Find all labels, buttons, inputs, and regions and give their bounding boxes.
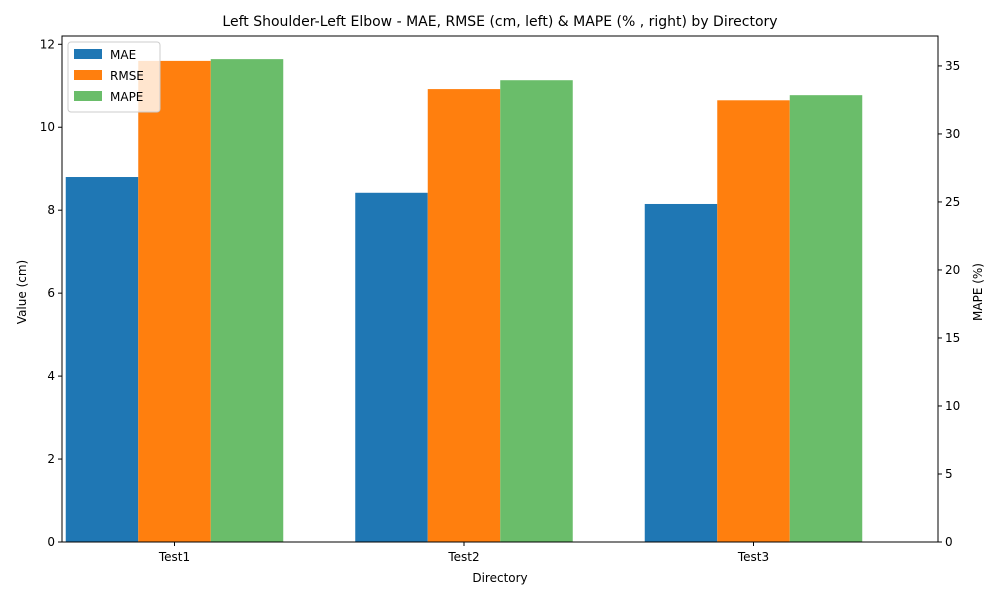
bar-mae-test2: [355, 192, 428, 542]
y-tick-label: 2: [47, 452, 55, 466]
bars-group: [65, 59, 863, 543]
bar-mae-test3: [644, 203, 718, 543]
y2-axis-label: MAPE (%): [971, 263, 985, 321]
legend-swatch-mape: [74, 91, 102, 101]
y-tick-label: 4: [47, 369, 55, 383]
legend-swatch-rmse: [74, 70, 102, 80]
y-tick-label: 0: [47, 535, 55, 549]
bar-mape-test2: [500, 80, 573, 543]
bar-mae-test1: [65, 177, 139, 542]
y2-tick-label: 5: [945, 467, 953, 481]
y-tick-label: 12: [40, 37, 55, 51]
legend: MAE RMSE MAPE: [67, 41, 161, 113]
y-tick-label: 8: [47, 203, 55, 217]
x-tick-label-test1: Test1: [158, 550, 190, 564]
x-axis-label: Directory: [472, 571, 527, 585]
bar-mape-test3: [789, 95, 863, 543]
y2-tick-label: 15: [945, 331, 960, 345]
plot-frame: [61, 35, 939, 543]
x-tick-label-test2: Test2: [447, 550, 479, 564]
y-axis-label: Value (cm): [15, 260, 29, 324]
y-tick-label: 6: [47, 286, 55, 300]
legend-swatch-mae: [74, 49, 102, 59]
legend-label-mape: MAPE: [110, 90, 143, 104]
y2-tick-label: 30: [945, 127, 960, 141]
legend-label-rmse: RMSE: [110, 69, 144, 83]
bar-mape-test1: [210, 59, 284, 543]
y2-tick-label: 20: [945, 263, 960, 277]
y2-tick-label: 35: [945, 59, 960, 73]
bar-rmse-test2: [427, 89, 501, 542]
y-tick-label: 10: [40, 120, 55, 134]
legend-label-mae: MAE: [110, 48, 136, 62]
chart-title: Left Shoulder-Left Elbow - MAE, RMSE (cm…: [222, 14, 777, 30]
axes-group: 0 2 4 6 8 10 12 0 5 10 15 20 25 30 35 Test1 Test2 Test3: [40, 35, 960, 564]
y2-tick-label: 10: [945, 399, 960, 413]
bar-rmse-test1: [138, 60, 211, 542]
x-tick-label-test3: Test3: [737, 550, 769, 564]
y2-tick-label: 25: [945, 195, 960, 209]
bar-rmse-test3: [717, 100, 790, 542]
y2-tick-label: 0: [945, 535, 953, 549]
